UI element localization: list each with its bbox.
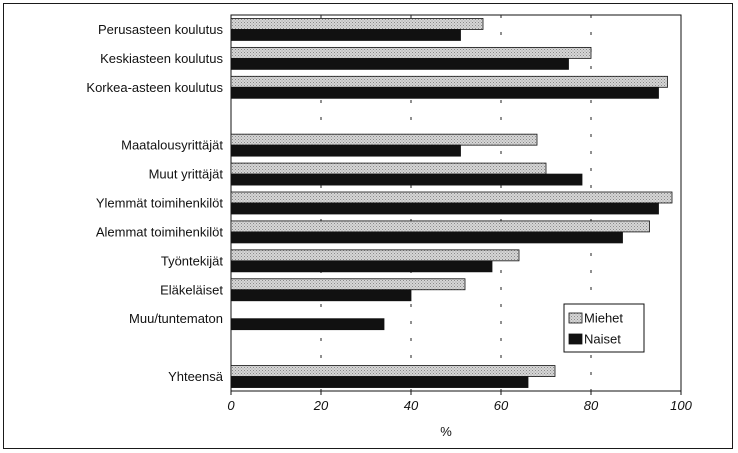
category-label-2: Korkea-asteen koulutus	[86, 80, 223, 95]
bar-chart: Perusasteen koulutus Keskiasteen koulutus…	[86, 14, 693, 439]
bar-miehet-5	[230, 162, 547, 175]
category-label-8: Työntekijät	[161, 253, 224, 268]
x-axis-title: %	[440, 424, 452, 439]
category-label-7: Alemmat toimihenkilöt	[96, 224, 224, 239]
bar-naiset-0	[230, 29, 461, 41]
x-tick-label-80: 80	[584, 398, 599, 413]
legend-swatch-miehet	[568, 312, 583, 324]
bar-naiset-7	[230, 231, 623, 244]
bar-naiset-8	[230, 260, 493, 273]
bar-naiset-9	[230, 289, 412, 302]
bar-naiset-5	[230, 173, 583, 186]
bar-naiset-6	[230, 202, 659, 215]
bars	[230, 18, 673, 388]
x-tick-label-40: 40	[404, 398, 419, 413]
bar-miehet-0	[230, 18, 484, 30]
category-label-1: Keskiasteen koulutus	[100, 51, 223, 66]
category-label-9: Eläkeläiset	[160, 282, 223, 297]
bar-miehet-4	[230, 133, 538, 146]
x-tick-label-100: 100	[670, 398, 692, 413]
bar-naiset-1	[230, 57, 569, 70]
category-label-5: Muut yrittäjät	[149, 167, 224, 182]
bar-miehet-12	[230, 365, 556, 377]
bar-miehet-2	[230, 75, 668, 88]
category-label-0: Perusasteen koulutus	[98, 22, 224, 37]
category-label-12: Yhteensä	[168, 369, 224, 384]
bar-miehet-8	[230, 249, 520, 262]
category-label-6: Ylemmät toimihenkilöt	[96, 196, 224, 211]
x-axis: 0 20 40 60 80 100	[227, 391, 693, 413]
legend: Miehet Naiset	[563, 303, 645, 353]
bar-miehet-1	[230, 46, 592, 59]
bar-naiset-4	[230, 144, 461, 157]
category-label-10: Muu/tuntematon	[129, 311, 223, 326]
bar-naiset-12	[230, 376, 529, 388]
bar-miehet-9	[230, 278, 466, 291]
x-tick-label-60: 60	[494, 398, 509, 413]
legend-label-naiset: Naiset	[584, 332, 621, 347]
bar-miehet-6	[230, 191, 673, 204]
category-labels: Perusasteen koulutus Keskiasteen koulutus…	[86, 22, 223, 384]
bar-naiset-10	[230, 318, 385, 331]
x-tick-label-20: 20	[313, 398, 329, 413]
bar-naiset-2	[230, 86, 659, 99]
x-tick-label-0: 0	[227, 398, 235, 413]
legend-swatch-naiset	[568, 333, 583, 345]
category-label-4: Maatalousyrittäjät	[121, 138, 223, 153]
chart-frame: Perusasteen koulutus Keskiasteen koulutus…	[3, 3, 733, 449]
bar-miehet-7	[230, 220, 650, 233]
legend-label-miehet: Miehet	[584, 311, 623, 326]
